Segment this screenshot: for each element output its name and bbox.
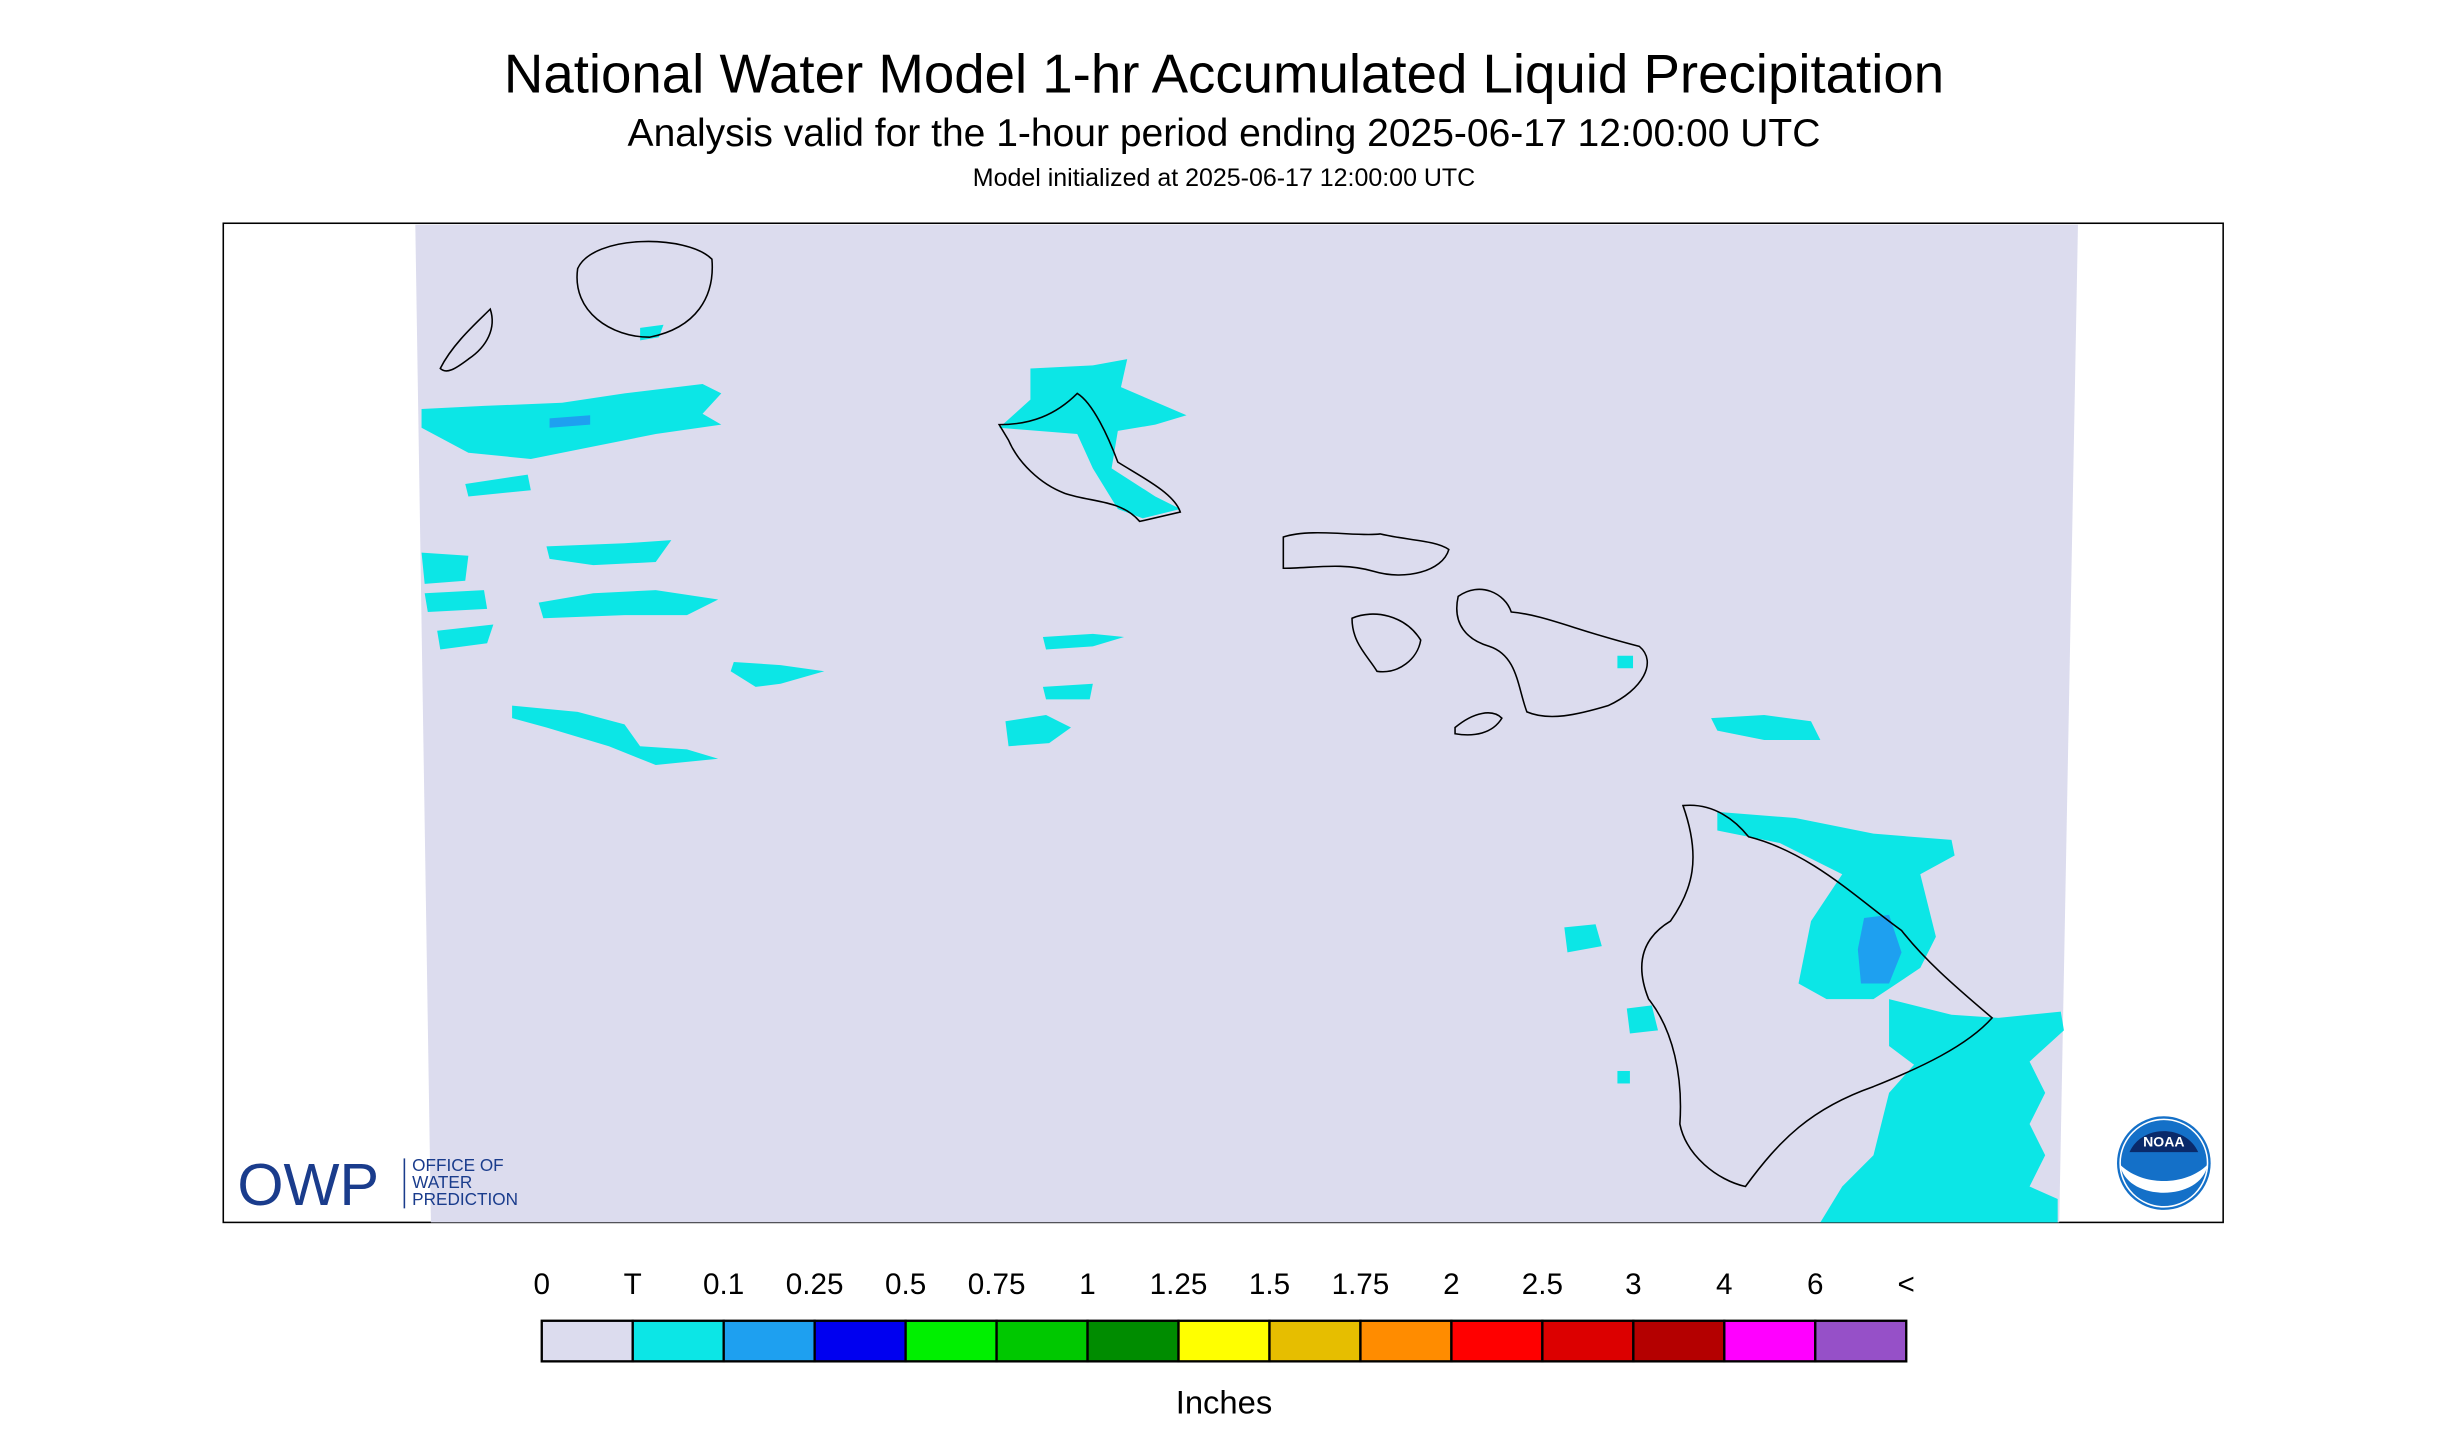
legend-swatch xyxy=(1723,1319,1817,1363)
legend-label: 2.5 xyxy=(1522,1268,1563,1301)
island-outlines xyxy=(439,240,1994,1188)
map: OWP OFFICE OF WATER PREDICTION NOAA xyxy=(222,222,2224,1224)
legend-label: 0 xyxy=(534,1268,551,1301)
legend-swatch xyxy=(1359,1319,1453,1363)
legend-swatch xyxy=(1632,1319,1726,1363)
owp-logo-line: PREDICTION xyxy=(412,1189,518,1209)
title: National Water Model 1-hr Accumulated Li… xyxy=(504,43,1944,104)
legend-label: 2 xyxy=(1443,1268,1460,1301)
legend-swatch xyxy=(1268,1319,1362,1363)
legend-label: 1.25 xyxy=(1150,1268,1208,1301)
model-domain xyxy=(415,224,2078,1223)
owp-logo: OWP OFFICE OF WATER PREDICTION xyxy=(237,1151,518,1218)
legend-swatch xyxy=(813,1319,907,1363)
owp-logo-line: OFFICE OF xyxy=(412,1155,504,1175)
legend-label: 0.75 xyxy=(968,1268,1026,1301)
legend-swatch xyxy=(722,1319,816,1363)
legend-swatch xyxy=(904,1319,998,1363)
legend-swatch xyxy=(1541,1319,1635,1363)
legend-label: 6 xyxy=(1807,1268,1824,1301)
legend-unit: Inches xyxy=(1176,1384,1273,1421)
owp-logo-text: OWP xyxy=(237,1151,379,1218)
legend-label: T xyxy=(624,1268,642,1301)
legend-label: 1 xyxy=(1079,1268,1096,1301)
noaa-logo-text: NOAA xyxy=(2143,1134,2184,1150)
legend-label: 1.5 xyxy=(1249,1268,1290,1301)
legend-label: 1.75 xyxy=(1332,1268,1390,1301)
legend-label: 0.25 xyxy=(786,1268,844,1301)
legend-swatch xyxy=(540,1319,634,1363)
precip-areas xyxy=(421,324,2064,1223)
subtitle: Analysis valid for the 1-hour period end… xyxy=(628,112,1821,155)
init-note: Model initialized at 2025-06-17 12:00:00… xyxy=(973,164,1475,192)
legend-swatch xyxy=(1177,1319,1271,1363)
legend-label: < xyxy=(1898,1268,1915,1301)
legend: 0 T 0.1 0.25 0.5 0.75 1 1.25 1.5 1.75 2 2.5 3 4 6 < xyxy=(534,1268,1915,1363)
legend-label: 0.5 xyxy=(885,1268,926,1301)
legend-swatch xyxy=(631,1319,725,1363)
legend-label: 3 xyxy=(1625,1268,1642,1301)
legend-swatch xyxy=(1086,1319,1180,1363)
legend-label: 4 xyxy=(1716,1268,1733,1301)
legend-label: 0.1 xyxy=(703,1268,744,1301)
noaa-logo: NOAA xyxy=(2116,1116,2211,1210)
legend-swatch xyxy=(1814,1319,1908,1363)
legend-swatch xyxy=(995,1319,1089,1363)
legend-swatch xyxy=(1450,1319,1544,1363)
owp-logo-line: WATER xyxy=(412,1172,472,1192)
